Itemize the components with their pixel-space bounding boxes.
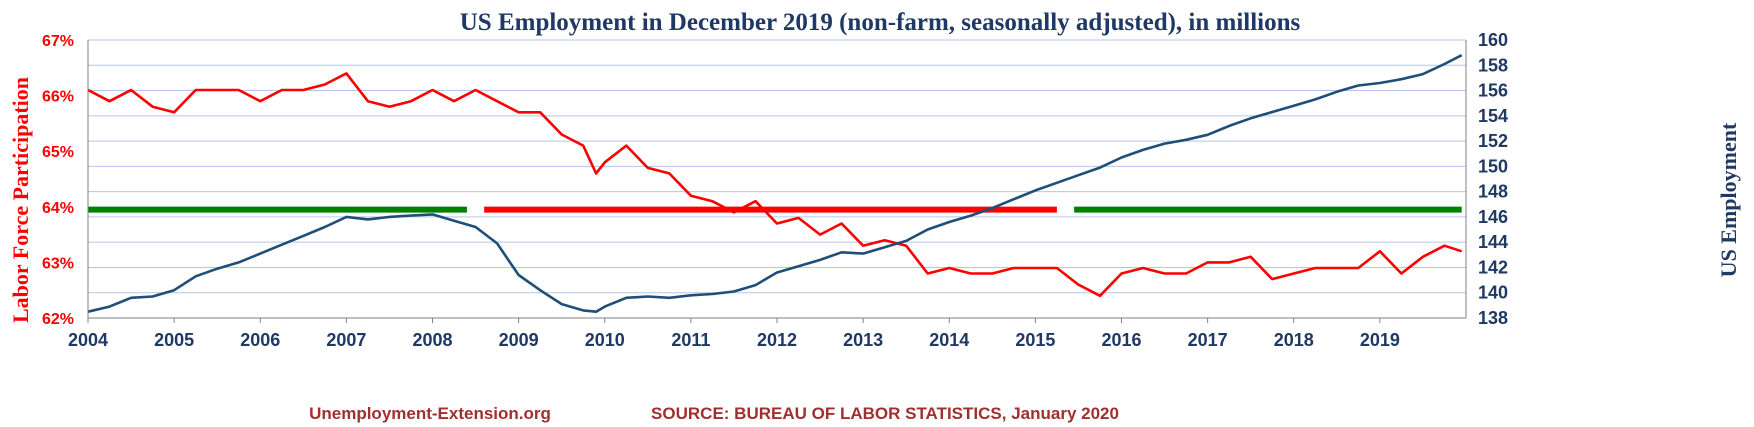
- y-left-tick-label: 66%: [42, 89, 74, 106]
- x-tick-label: 2006: [240, 330, 280, 350]
- tick-labels: 62% 63% 64% 65% 66% 67% 138 140 142 144 146 148 150 1…: [42, 30, 1508, 350]
- y-right-tick-label: 160: [1478, 30, 1508, 50]
- gridlines: [88, 39, 1466, 319]
- footer-source: SOURCE: BUREAU OF LABOR STATISTICS, Janu…: [651, 404, 1119, 423]
- x-tick-label: 2014: [929, 330, 969, 350]
- y-left-tick-label: 63%: [42, 255, 74, 272]
- series-line-labor-force-participation: [87, 72, 1463, 298]
- footer-credit: Unemployment-Extension.org: [309, 404, 551, 423]
- x-tick-label: 2004: [68, 330, 108, 350]
- x-tick-label: 2015: [1015, 330, 1055, 350]
- y-axis-label-right: US Employment: [1716, 122, 1741, 277]
- x-tick-label: 2008: [412, 330, 452, 350]
- axes: [87, 40, 1467, 323]
- y-right-tick-label: 156: [1478, 81, 1508, 101]
- y-right-tick-label: 158: [1478, 55, 1508, 75]
- x-tick-label: 2018: [1274, 330, 1314, 350]
- y-right-tick-label: 146: [1478, 207, 1508, 227]
- chart-title: US Employment in December 2019 (non-farm…: [460, 9, 1301, 36]
- y-right-tick-label: 148: [1478, 182, 1508, 202]
- y-right-tick-label: 152: [1478, 131, 1508, 151]
- y-right-tick-label: 138: [1478, 308, 1508, 328]
- y-left-tick-label: 67%: [42, 33, 74, 50]
- y-right-tick-label: 154: [1478, 106, 1508, 126]
- y-left-tick-label: 62%: [42, 311, 74, 328]
- y-axis-label-left: Labor Force Participation: [8, 77, 33, 323]
- x-tick-label: 2007: [326, 330, 366, 350]
- x-tick-label: 2010: [585, 330, 625, 350]
- x-tick-label: 2016: [1101, 330, 1141, 350]
- series-group: [87, 54, 1463, 314]
- series-line-us-employment: [87, 54, 1463, 314]
- y-left-tick-label: 64%: [42, 200, 74, 217]
- y-left-tick-label: 65%: [42, 144, 74, 161]
- x-tick-label: 2005: [154, 330, 194, 350]
- y-right-tick-label: 140: [1478, 283, 1508, 303]
- x-tick-label: 2009: [499, 330, 539, 350]
- x-tick-label: 2019: [1360, 330, 1400, 350]
- y-right-tick-label: 144: [1478, 232, 1508, 252]
- x-tick-label: 2012: [757, 330, 797, 350]
- y-right-tick-label: 150: [1478, 156, 1508, 176]
- x-tick-label: 2011: [671, 330, 710, 350]
- x-tick-label: 2013: [843, 330, 883, 350]
- y-right-tick-label: 142: [1478, 257, 1508, 277]
- x-tick-label: 2017: [1188, 330, 1228, 350]
